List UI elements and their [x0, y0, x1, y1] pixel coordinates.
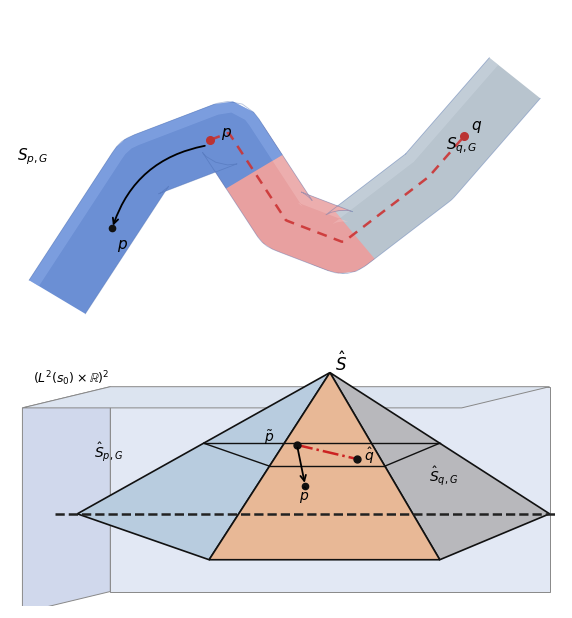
Polygon shape	[22, 387, 550, 408]
Text: $S_{p,G}$: $S_{p,G}$	[17, 146, 49, 167]
Polygon shape	[326, 57, 498, 223]
Polygon shape	[253, 125, 352, 224]
Text: $p$: $p$	[117, 238, 128, 254]
Polygon shape	[29, 101, 283, 286]
Text: $\hat{p}$: $\hat{p}$	[299, 486, 309, 507]
Polygon shape	[312, 57, 541, 274]
Polygon shape	[22, 387, 110, 612]
Text: $\tilde{p}$: $\tilde{p}$	[264, 428, 274, 447]
Text: $\hat{q}$: $\hat{q}$	[364, 446, 374, 466]
Text: $\hat{S}_{p,G}$: $\hat{S}_{p,G}$	[94, 440, 123, 464]
Polygon shape	[77, 373, 330, 560]
Polygon shape	[209, 373, 440, 560]
Text: $q$: $q$	[471, 119, 482, 135]
Text: $p$: $p$	[221, 126, 232, 142]
Text: $\hat{S}_{q,G}$: $\hat{S}_{q,G}$	[429, 465, 458, 488]
Polygon shape	[110, 387, 550, 591]
Polygon shape	[330, 373, 550, 560]
Polygon shape	[29, 101, 283, 314]
Text: $S_{q,G}$: $S_{q,G}$	[446, 135, 478, 156]
Text: $(L^2(s_0) \times \mathbb{R})^2$: $(L^2(s_0) \times \mathbb{R})^2$	[33, 370, 110, 388]
Text: $\hat{S}$: $\hat{S}$	[335, 351, 347, 375]
Polygon shape	[207, 125, 375, 273]
